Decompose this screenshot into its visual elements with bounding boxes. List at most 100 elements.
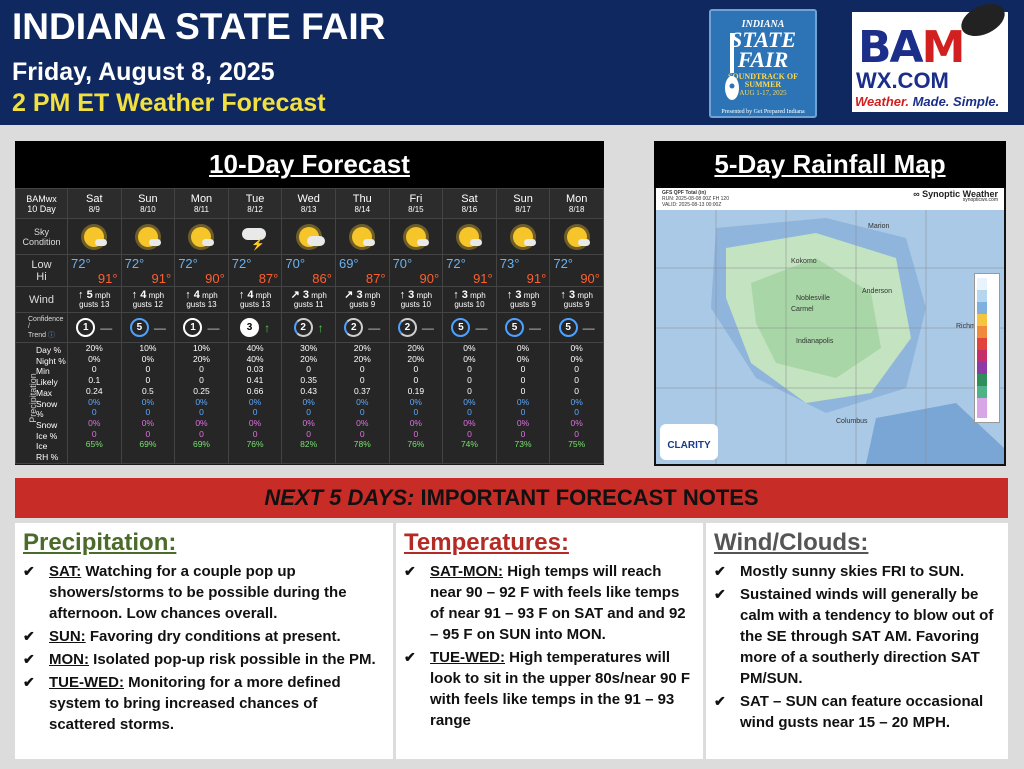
- wind-clouds-notes-list: Mostly sunny skies FRI to SUN. Sustained …: [714, 561, 1000, 733]
- precip-value: 0%: [356, 396, 369, 407]
- wind-cell: ↑ 3 mph gusts 9: [495, 286, 551, 313]
- precip-value: 0%: [570, 343, 583, 353]
- high-temp: 90°: [580, 270, 600, 286]
- day-header: Fri 8/15: [388, 188, 444, 219]
- note-key: TUE-WED:: [430, 649, 505, 666]
- day-date: 8/17: [515, 205, 531, 214]
- temperature-cell: 72° 91°: [442, 254, 497, 287]
- wind-value: ↗ 3: [290, 288, 309, 301]
- precip-value: 0%: [141, 353, 155, 364]
- logo-presented: Presented by Get Prepared Indiana: [721, 109, 805, 115]
- precip-value: 0: [199, 375, 204, 386]
- precip-value: 0.66: [246, 385, 264, 396]
- wind-speed: ↑ 3 mph: [497, 289, 550, 300]
- precipitation-cell: 10% 20% 0 0 0.25 0% 0 0% 0 69%: [174, 342, 229, 464]
- indiana-state-fair-logo: INDIANA STATE FAIR SOUNDTRACK OF SUMMER …: [709, 9, 817, 118]
- wind-value: ↑ 3: [399, 288, 415, 301]
- wind-cell: ↑ 3 mph gusts 10: [388, 286, 444, 313]
- city-marion: Marion: [868, 223, 890, 230]
- precip-value: 0: [574, 428, 580, 439]
- city-anderson: Anderson: [862, 288, 892, 295]
- temperature-cell: 72° 91°: [120, 254, 176, 287]
- wind-gusts: gusts 10: [454, 299, 485, 309]
- day-header: Thu 8/14: [334, 188, 390, 219]
- day-header: Wed 8/13: [281, 188, 336, 219]
- precip-value: 0: [306, 407, 312, 418]
- wind-label: Wind: [15, 286, 68, 313]
- notes-banner: NEXT 5 DAYS: IMPORTANT FORECAST NOTES: [15, 478, 1008, 518]
- precip-value: 0: [520, 428, 526, 439]
- precip-value: 0: [252, 428, 258, 439]
- wind-cell: ↗ 3 mph gusts 9: [334, 286, 390, 313]
- sunny-icon: [137, 226, 161, 247]
- sky-row: Sky Condition ⚡: [15, 218, 604, 255]
- trend-indicator: —: [153, 320, 166, 335]
- logo-bam: BAM: [858, 22, 965, 73]
- confidence-cell: 2 ↑: [281, 312, 336, 343]
- precip-value: 0.25: [193, 385, 210, 396]
- rainfall-map-title: 5-Day Rainfall Map: [654, 141, 1006, 188]
- precip-row-label: Max: [36, 387, 53, 398]
- info-icon[interactable]: ⓘ: [47, 331, 55, 339]
- precip-value: 0: [413, 407, 419, 418]
- wind-speed: ↑ 3 mph: [390, 288, 443, 301]
- day-name: Sat: [461, 193, 478, 205]
- ten-day-forecast-panel: 10-Day Forecast BAMwx 10 Day Sat 8/9 Sun 8/1…: [15, 141, 604, 465]
- forecast-date: Friday, August 8, 2025: [12, 58, 275, 86]
- precip-value: 0%: [88, 417, 101, 428]
- precip-value: 0: [145, 407, 151, 418]
- clarity-logo: CLARITY: [660, 424, 718, 460]
- day-name: Mon: [565, 193, 588, 205]
- sunny-icon: [459, 226, 483, 247]
- note-key: SAT-MON:: [430, 563, 504, 580]
- sky-cell: [442, 218, 497, 255]
- confidence-cell: 1—: [67, 312, 122, 343]
- football-icon: [956, 0, 1010, 43]
- low-temp: 70°: [392, 255, 413, 271]
- precip-value: 65%: [85, 439, 103, 450]
- wind-speed: ↑ 3 mph: [443, 289, 496, 300]
- precip-value: 30%: [300, 343, 318, 353]
- wind-unit: mph: [416, 290, 433, 300]
- precip-value: 0%: [463, 353, 476, 364]
- city-carmel: Carmel: [791, 306, 814, 313]
- note-item: Sustained winds will generally be calm w…: [714, 584, 1000, 689]
- precip-value: 0: [467, 407, 472, 418]
- confidence-gauge: 2: [293, 318, 313, 337]
- wind-unit: mph: [470, 290, 486, 300]
- day-name: Mon: [190, 193, 213, 205]
- precip-row-label: Night %: [36, 355, 66, 366]
- precip-value: 69%: [139, 439, 157, 450]
- sunny-icon: [566, 226, 590, 247]
- day-name: Thu: [352, 193, 372, 205]
- precip-value: 0: [413, 428, 419, 439]
- precip-value: 0: [199, 428, 204, 439]
- sky-cell: [549, 218, 604, 255]
- precip-value: 0: [574, 407, 580, 418]
- note-text: High temperatures will look to sit in th…: [430, 649, 691, 729]
- note-text: Monitoring for a more defined system to …: [49, 674, 341, 733]
- precip-value: 0: [306, 428, 312, 439]
- precip-row-label: Day %: [36, 345, 62, 355]
- confidence-gauge: 1: [76, 318, 96, 337]
- precip-value: 0: [145, 428, 151, 439]
- precip-value: 0%: [463, 417, 476, 428]
- city-richmond: Richmond: [956, 323, 988, 330]
- day-date: 8/14: [354, 205, 371, 214]
- precip-row-label: Snow: [36, 419, 58, 430]
- precip-value: 0%: [516, 353, 530, 364]
- wind-speed: ↑ 5 mph: [68, 289, 121, 300]
- precip-value: 20%: [85, 343, 103, 353]
- day-name: Tue: [245, 193, 265, 205]
- day-name: Wed: [297, 193, 320, 205]
- confidence-label: Confidence / Trend ⓘ: [15, 312, 68, 343]
- precip-row-label: RH %: [36, 452, 59, 463]
- sunny-icon: [191, 226, 215, 247]
- precipitation-cell: 40% 40% 0.03 0.41 0.66 0% 0 0% 0 76%: [227, 342, 283, 464]
- precip-value: 0%: [463, 343, 476, 353]
- wind-unit: mph: [311, 290, 327, 300]
- precip-value: 0%: [516, 343, 530, 353]
- partly-cloudy-icon: [298, 226, 325, 247]
- precip-value: 0: [413, 375, 419, 386]
- low-temp: 72°: [71, 255, 91, 271]
